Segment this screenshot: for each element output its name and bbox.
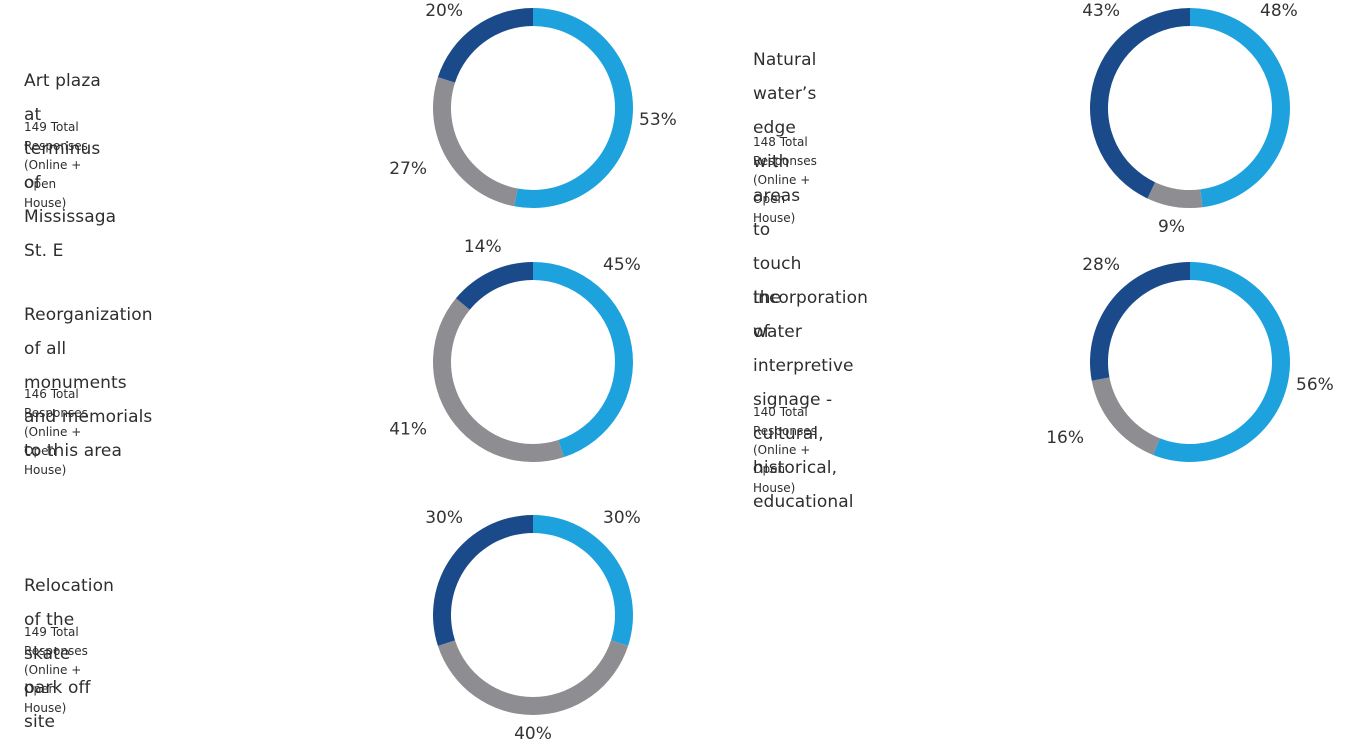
- slice-percent-label: 30%: [603, 508, 641, 528]
- question-title-line: Natural water’s edge with areas: [753, 50, 817, 206]
- question-title-line: Art plaza at terminus of Mississaga St. …: [24, 71, 117, 261]
- slice-percent-label: 27%: [389, 159, 427, 179]
- total-responses-count: 140 Total Responses: [753, 405, 817, 438]
- donut-slice: [437, 640, 629, 715]
- question-title-line: and memorials to this area: [24, 407, 153, 461]
- slice-percent-label: 41%: [389, 419, 427, 439]
- question-title-line: Reorganization of all monuments: [24, 305, 153, 393]
- slice-percent-label: 30%: [425, 508, 463, 528]
- donut-slice: [533, 262, 633, 458]
- total-responses: 146 Total Responses (Online + Open House…: [24, 385, 88, 480]
- question-title: Art plaza at terminus of Mississaga St. …: [24, 64, 116, 268]
- donut-slice: [1090, 8, 1190, 199]
- donut-slice: [1147, 182, 1203, 208]
- slice-percent-label: 28%: [1082, 255, 1120, 275]
- donut-slice: [1153, 262, 1290, 462]
- total-responses-count: 148 Total Responses: [753, 135, 817, 168]
- donut-slice: [1091, 377, 1160, 455]
- question-title-line: Incorporation of interpretive: [753, 288, 868, 376]
- total-responses-source: (Online + Open House): [753, 443, 811, 495]
- slice-percent-label: 20%: [425, 1, 463, 21]
- question-title: Incorporation of interpretive signage - …: [753, 281, 868, 519]
- question-title: Relocation of the skate park off site: [24, 569, 114, 739]
- donut-slice: [437, 8, 533, 83]
- slice-percent-label: 45%: [603, 255, 641, 275]
- donut-chart: 53% 27% 20%: [389, 1, 677, 208]
- slice-percent-label: 14%: [464, 237, 502, 257]
- slice-percent-label: 48%: [1260, 1, 1298, 21]
- donut-slice: [433, 77, 518, 207]
- total-responses-count: 149 Total Responses: [24, 120, 88, 153]
- donut-slice: [1090, 262, 1190, 381]
- donut-slice: [433, 515, 533, 646]
- donut-chart: 48% 9% 43%: [1082, 1, 1298, 237]
- donut-slice: [455, 262, 533, 310]
- total-responses-count: 149 Total Responses: [24, 625, 88, 658]
- question-title-line: signage - cultural, historical,: [753, 390, 838, 478]
- total-responses-source: (Online + Open House): [753, 173, 811, 225]
- donut-slice: [514, 8, 633, 208]
- total-responses-source: (Online + Open House): [24, 663, 82, 715]
- question-title: Natural water’s edge with areas to touch…: [753, 43, 816, 349]
- total-responses: 149 Total Responses (Online + Open House…: [24, 623, 88, 718]
- donut-slice: [1190, 8, 1290, 208]
- question-title-line: educational: [753, 492, 854, 512]
- slice-percent-label: 16%: [1046, 428, 1084, 448]
- total-responses: 140 Total Responses (Online + Open House…: [753, 403, 817, 498]
- total-responses: 148 Total Responses (Online + Open House…: [753, 133, 817, 228]
- total-responses-source: (Online + Open House): [24, 425, 82, 477]
- slice-percent-label: 56%: [1296, 375, 1334, 395]
- donut-chart: 45% 41% 14%: [389, 237, 641, 462]
- donut-chart: 30% 40% 30%: [425, 508, 641, 744]
- slice-percent-label: 43%: [1082, 1, 1120, 21]
- slice-percent-label: 9%: [1158, 217, 1185, 237]
- total-responses: 149 Total Responses (Online + Open House…: [24, 118, 88, 213]
- total-responses-source: (Online + Open House): [24, 158, 82, 210]
- question-title-line: to touch the water: [753, 220, 802, 342]
- donut-slice: [533, 515, 633, 646]
- question-title-line: Relocation of the skate park off site: [24, 576, 114, 732]
- donut-slice: [433, 298, 564, 462]
- slice-percent-label: 53%: [639, 110, 677, 130]
- total-responses-count: 146 Total Responses: [24, 387, 88, 420]
- question-title: Reorganization of all monuments and memo…: [24, 298, 153, 468]
- slice-percent-label: 40%: [514, 724, 552, 744]
- donut-chart: 56% 16% 28%: [1046, 255, 1334, 462]
